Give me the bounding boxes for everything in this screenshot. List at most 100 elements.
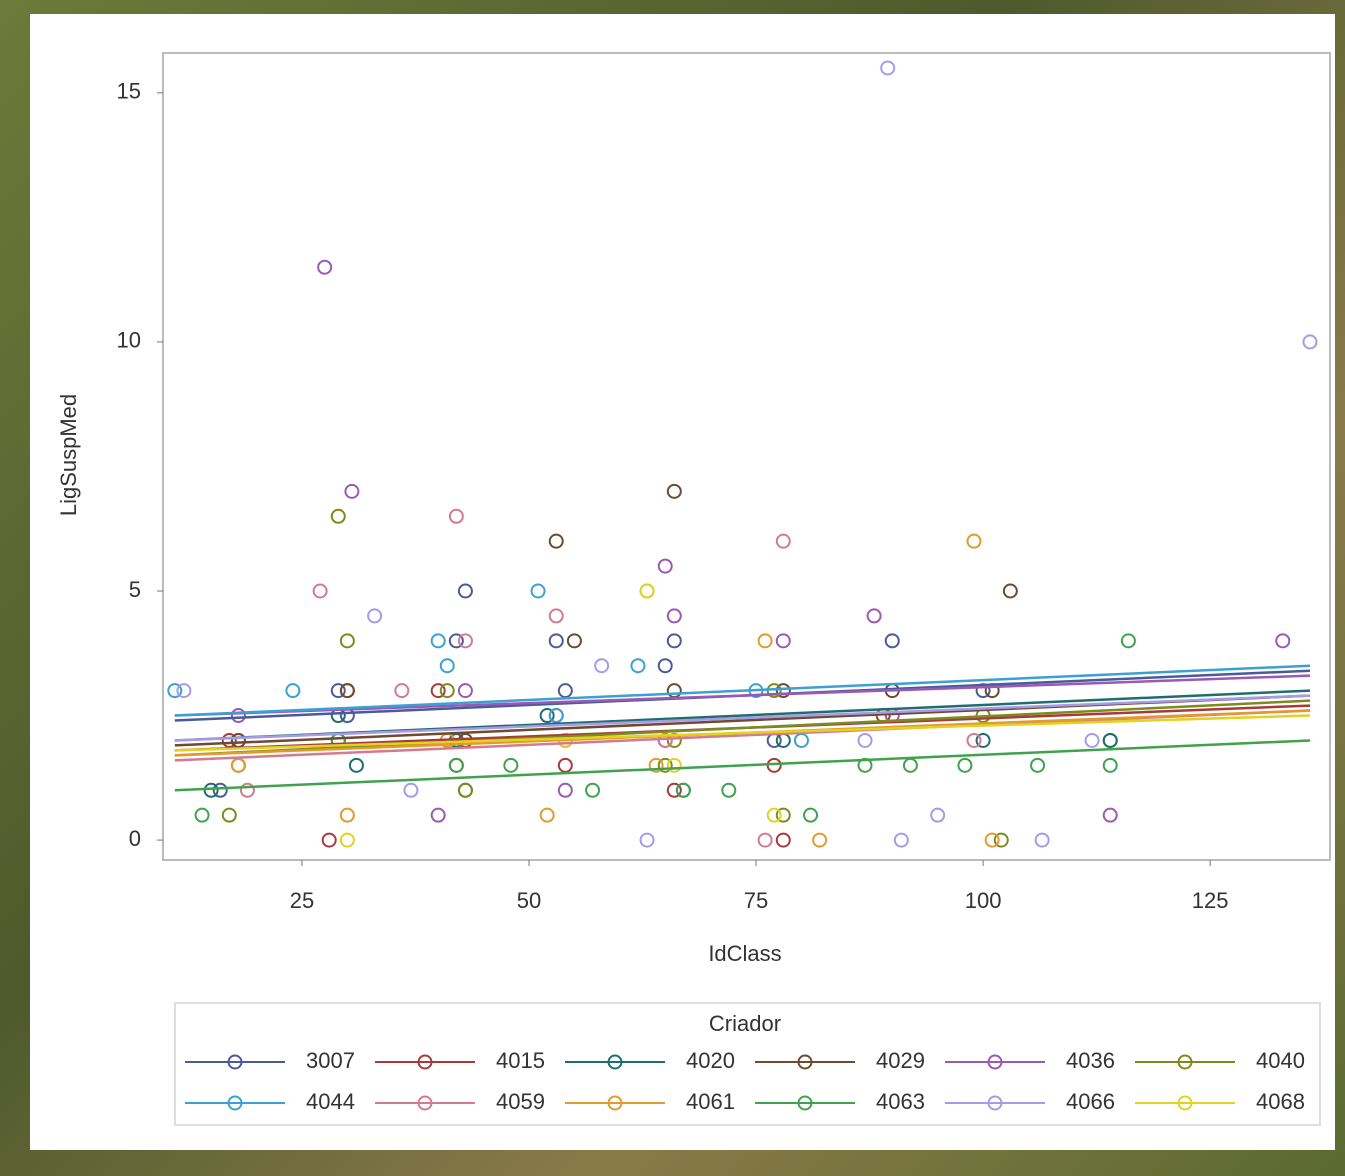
- point: [1120, 633, 1136, 649]
- legend-marker: [607, 1095, 623, 1111]
- point: [403, 782, 419, 798]
- point: [1102, 807, 1118, 823]
- point: [657, 732, 673, 748]
- point: [167, 683, 183, 699]
- point: [585, 782, 601, 798]
- legend-marker: [227, 1054, 243, 1070]
- point: [966, 533, 982, 549]
- point: [666, 757, 682, 773]
- point: [880, 60, 896, 76]
- legend-marker: [987, 1054, 1003, 1070]
- x-axis-label: IdClass: [708, 941, 781, 966]
- point: [339, 633, 355, 649]
- y-tick-label: 10: [117, 328, 141, 353]
- point: [757, 832, 773, 848]
- point: [657, 658, 673, 674]
- point: [330, 683, 346, 699]
- legend-label: 4061: [686, 1089, 735, 1114]
- point: [448, 633, 464, 649]
- point: [430, 633, 446, 649]
- point: [239, 782, 255, 798]
- point: [966, 732, 982, 748]
- point: [394, 683, 410, 699]
- point: [993, 832, 1009, 848]
- point: [803, 807, 819, 823]
- point: [721, 782, 737, 798]
- legend-label: 4040: [1256, 1048, 1305, 1073]
- point: [775, 832, 791, 848]
- point: [648, 757, 664, 773]
- legend-label: 4068: [1256, 1089, 1305, 1114]
- legend-marker: [797, 1095, 813, 1111]
- legend-label: 3007: [306, 1048, 355, 1073]
- point: [812, 832, 828, 848]
- point: [984, 832, 1000, 848]
- point: [367, 608, 383, 624]
- point: [557, 782, 573, 798]
- point: [430, 683, 446, 699]
- point: [1102, 732, 1118, 748]
- legend-label: 4059: [496, 1089, 545, 1114]
- legend-marker: [227, 1095, 243, 1111]
- point: [539, 708, 555, 724]
- point: [957, 757, 973, 773]
- legend-box: [174, 1002, 1321, 1126]
- point: [1034, 832, 1050, 848]
- fit-line: [174, 714, 1311, 752]
- point: [666, 633, 682, 649]
- point: [548, 708, 564, 724]
- point: [666, 608, 682, 624]
- plot-frame: [162, 52, 1331, 861]
- point: [330, 508, 346, 524]
- point: [757, 633, 773, 649]
- point: [439, 683, 455, 699]
- point: [775, 533, 791, 549]
- point: [430, 807, 446, 823]
- legend-label: 4044: [306, 1089, 355, 1114]
- fit-line: [174, 699, 1311, 757]
- point: [884, 633, 900, 649]
- point: [548, 533, 564, 549]
- point: [775, 683, 791, 699]
- point: [176, 683, 192, 699]
- point: [766, 807, 782, 823]
- fit-line: [174, 674, 1311, 717]
- fit-line: [174, 694, 1311, 742]
- point: [1102, 757, 1118, 773]
- point: [657, 558, 673, 574]
- point: [893, 832, 909, 848]
- point: [457, 633, 473, 649]
- x-tick-label: 125: [1192, 888, 1229, 913]
- x-tick-label: 50: [517, 888, 541, 913]
- point: [594, 658, 610, 674]
- point: [285, 683, 301, 699]
- point: [1302, 334, 1318, 350]
- point: [857, 732, 873, 748]
- point: [312, 583, 328, 599]
- point: [457, 782, 473, 798]
- point: [339, 683, 355, 699]
- point: [666, 483, 682, 499]
- legend-marker: [1177, 1054, 1193, 1070]
- point: [775, 807, 791, 823]
- point: [557, 757, 573, 773]
- point: [344, 483, 360, 499]
- point: [630, 658, 646, 674]
- point: [317, 259, 333, 275]
- point: [566, 633, 582, 649]
- legend-label: 4036: [1066, 1048, 1115, 1073]
- point: [530, 583, 546, 599]
- point: [548, 633, 564, 649]
- point: [657, 757, 673, 773]
- fit-line: [174, 739, 1311, 792]
- point: [212, 782, 228, 798]
- point: [1030, 757, 1046, 773]
- legend-marker: [417, 1054, 433, 1070]
- point: [503, 757, 519, 773]
- point: [448, 757, 464, 773]
- point: [221, 732, 237, 748]
- point: [639, 832, 655, 848]
- point: [1084, 732, 1100, 748]
- point: [975, 732, 991, 748]
